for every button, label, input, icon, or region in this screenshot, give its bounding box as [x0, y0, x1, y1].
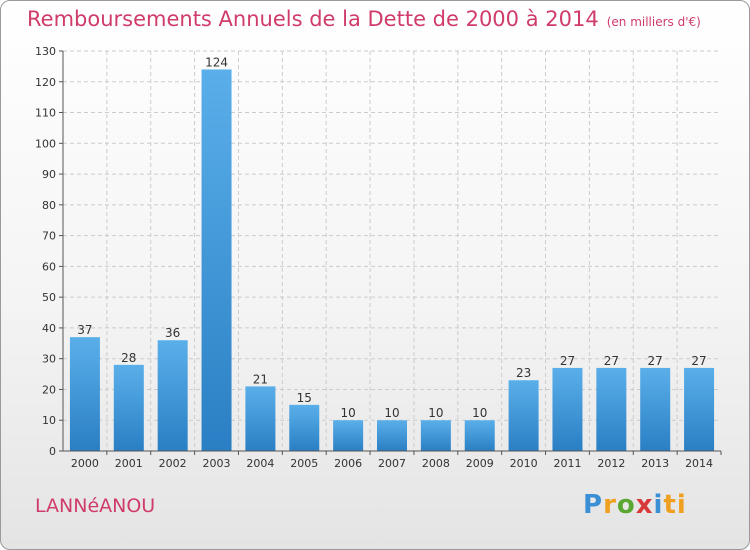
bar-value-label: 36: [165, 326, 180, 340]
bar-2007: [377, 420, 407, 451]
y-tick-label: 10: [42, 414, 56, 427]
logo-letter: o: [616, 490, 636, 520]
y-tick-label: 80: [42, 199, 56, 212]
chart-unit-label: (en milliers d'€): [606, 15, 701, 29]
x-tick-label: 2010: [510, 457, 538, 470]
bar-value-label: 37: [77, 323, 92, 337]
bar-value-label: 23: [516, 366, 531, 380]
y-tick-label: 70: [42, 230, 56, 243]
logo-letter: i: [653, 490, 664, 520]
bar-2009: [464, 420, 495, 451]
bar-2014: [684, 367, 715, 451]
x-tick-label: 2014: [685, 457, 713, 470]
x-tick-label: 2008: [422, 457, 450, 470]
bar-value-label: 10: [472, 406, 487, 420]
x-tick-label: 2013: [641, 457, 669, 470]
x-tick-label: 2006: [334, 457, 362, 470]
bar-value-label: 27: [604, 354, 619, 368]
logo-letter: x: [635, 490, 654, 520]
y-tick-label: 20: [42, 383, 56, 396]
bar-2013: [640, 367, 671, 451]
x-tick-label: 2002: [159, 457, 187, 470]
x-tick-label: 2003: [203, 457, 231, 470]
y-tick-label: 30: [42, 353, 56, 366]
x-tick-label: 2001: [115, 457, 143, 470]
bar-2001: [113, 364, 144, 451]
bar-2005: [289, 404, 320, 451]
logo-letter: P: [583, 490, 604, 520]
x-tick-label: 2012: [597, 457, 625, 470]
x-tick-label: 2009: [466, 457, 494, 470]
x-tick-label: 2005: [290, 457, 318, 470]
bar-2012: [596, 367, 627, 451]
y-tick-label: 60: [42, 260, 56, 273]
y-tick-label: 130: [35, 45, 56, 58]
bar-value-label: 10: [428, 406, 443, 420]
bar-value-label: 10: [384, 406, 399, 420]
chart-title: Remboursements Annuels de la Dette de 20…: [27, 7, 701, 31]
y-tick-label: 50: [42, 291, 56, 304]
bar-2010: [508, 380, 539, 451]
y-tick-label: 0: [49, 445, 56, 458]
y-tick-label: 110: [35, 107, 56, 120]
x-tick-label: 2004: [246, 457, 274, 470]
x-tick-label: 2011: [553, 457, 581, 470]
bar-value-label: 27: [560, 354, 575, 368]
bar-value-label: 27: [691, 354, 706, 368]
y-tick-label: 100: [35, 137, 56, 150]
x-tick-label: 2000: [71, 457, 99, 470]
axes: 0 10 20 30 40 50 60 70 80 90 100 110 120 130 2000 2001 2…: [35, 45, 722, 470]
bar-2000: [69, 337, 100, 451]
logo-letter: ti: [663, 490, 687, 520]
bar-value-label: 15: [297, 391, 312, 405]
bars: 37 28 36 124 21 15 10 10 10 10 23 27 27 27 27: [69, 55, 715, 451]
bar-value-label: 21: [253, 372, 268, 386]
y-tick-label: 90: [42, 168, 56, 181]
bar-2002: [157, 340, 188, 451]
y-tick-label: 120: [35, 76, 56, 89]
chart-title-text: Remboursements Annuels de la Dette de 20…: [27, 7, 599, 31]
bar-value-label: 124: [205, 55, 228, 69]
bar-2006: [333, 420, 364, 451]
proxiti-logo: Proxiti: [583, 490, 687, 520]
bar-value-label: 27: [648, 354, 663, 368]
y-tick-label: 40: [42, 322, 56, 335]
commune-name: LANNéANOU: [35, 495, 156, 517]
bar-2003: [201, 69, 232, 451]
bar-value-label: 28: [121, 351, 136, 365]
bar-2008: [420, 420, 451, 451]
x-tick-label: 2007: [378, 457, 406, 470]
bar-2004: [245, 386, 276, 451]
logo-letter: r: [603, 490, 617, 520]
bar-value-label: 10: [340, 406, 355, 420]
bar-2011: [552, 367, 583, 451]
